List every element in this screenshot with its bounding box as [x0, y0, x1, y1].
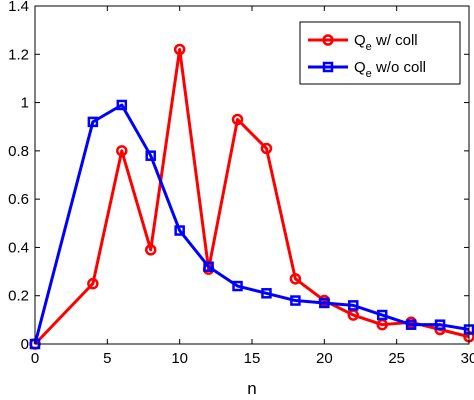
data-point	[87, 116, 99, 128]
data-point	[260, 142, 273, 155]
data-point	[261, 288, 272, 299]
x-tick-label: 30	[461, 350, 474, 367]
y-tick-label: 0.6	[8, 191, 29, 208]
legend-marker	[322, 34, 334, 46]
data-point	[144, 244, 157, 256]
legend-item-2: Qe w/o coll	[308, 59, 426, 80]
y-tick-label: 0.8	[8, 143, 29, 160]
legend: Qe w/ coll Qe w/o coll	[299, 21, 461, 85]
x-tick-label: 0	[31, 350, 39, 367]
data-point	[232, 280, 243, 292]
data-point	[116, 145, 128, 157]
data-point	[405, 319, 417, 330]
series-line	[33, 103, 470, 345]
data-point	[319, 297, 330, 309]
legend-item-1: Qe w/ coll	[308, 32, 418, 53]
data-point	[376, 309, 388, 321]
data-point	[87, 277, 99, 290]
tick-layer: 0 5 10 15 20 25 30 0 0.2 0.4 0.6 0.8 1 1.2 1.4	[8, 0, 474, 367]
series-layer	[29, 43, 474, 350]
y-tick-label: 1.4	[8, 0, 29, 15]
legend-box	[299, 21, 461, 85]
data-point	[116, 99, 128, 111]
x-tick-label: 5	[103, 350, 111, 367]
data-point	[289, 273, 302, 285]
x-tick-label: 10	[171, 350, 188, 367]
x-tick-label: 25	[388, 350, 405, 367]
y-tick-label: 0.4	[8, 239, 29, 256]
legend-marker	[322, 61, 334, 73]
legend-label: Qe w/o coll	[354, 59, 426, 80]
data-point	[434, 319, 446, 330]
x-tick-label: 15	[244, 350, 261, 367]
data-point	[173, 43, 186, 56]
series-line	[33, 47, 470, 346]
data-point	[348, 300, 359, 311]
x-axis-label: n	[247, 379, 256, 398]
y-tick-label: 0	[21, 336, 29, 353]
legend-label: Qe w/ coll	[354, 32, 418, 53]
data-point	[231, 113, 244, 126]
data-point	[203, 261, 214, 272]
plot-frame	[34, 5, 470, 345]
y-tick-label: 1.2	[8, 46, 29, 63]
data-point	[290, 295, 301, 306]
data-point	[145, 150, 156, 161]
y-tick-label: 0.2	[8, 288, 29, 305]
y-tick-label: 1	[21, 95, 29, 112]
data-point	[174, 225, 185, 236]
x-tick-label: 20	[316, 350, 333, 367]
